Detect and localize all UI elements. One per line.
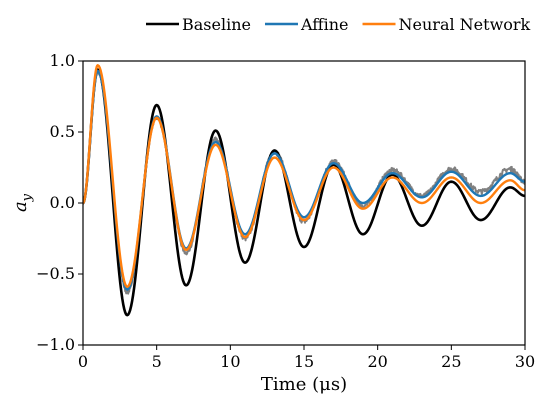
legend-label-affine: Affine — [300, 15, 349, 34]
y-tick-label: 0.0 — [50, 193, 75, 212]
axis-ticks: 0 5 10 15 20 25 30 −1.0 −0.5 0.0 0.5 1.0 — [36, 51, 535, 371]
x-tick-label: 10 — [220, 352, 240, 371]
y-axis-label-main: a — [10, 201, 31, 212]
y-tick-label: 0.5 — [50, 122, 75, 141]
x-axis-label: Time (μs) — [261, 374, 347, 395]
axes-frame — [82, 60, 526, 346]
plot-frame — [82, 60, 526, 346]
y-axis-label-sub: y — [20, 193, 35, 202]
plot-area — [83, 64, 525, 317]
x-tick-label: 5 — [152, 352, 162, 371]
y-tick-label: 1.0 — [50, 51, 75, 70]
x-tick-label: 0 — [78, 352, 88, 371]
x-tick-label: 30 — [515, 352, 535, 371]
y-tick-label: −0.5 — [36, 264, 75, 283]
series-line-neural-network — [83, 64, 525, 288]
legend-label-baseline: Baseline — [182, 15, 251, 34]
legend: Baseline Affine Neural Network — [146, 15, 531, 34]
x-tick-label: 15 — [294, 352, 314, 371]
legend-label-neural-network: Neural Network — [399, 15, 531, 34]
y-axis-label: ay — [10, 193, 35, 212]
x-tick-label: 20 — [367, 352, 387, 371]
series-line-baseline — [83, 68, 525, 317]
y-tick-label: −1.0 — [36, 335, 75, 354]
series-line-measured — [83, 71, 525, 295]
x-tick-label: 25 — [441, 352, 461, 371]
